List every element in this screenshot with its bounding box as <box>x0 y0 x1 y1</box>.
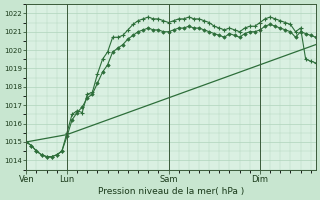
X-axis label: Pression niveau de la mer( hPa ): Pression niveau de la mer( hPa ) <box>98 187 244 196</box>
